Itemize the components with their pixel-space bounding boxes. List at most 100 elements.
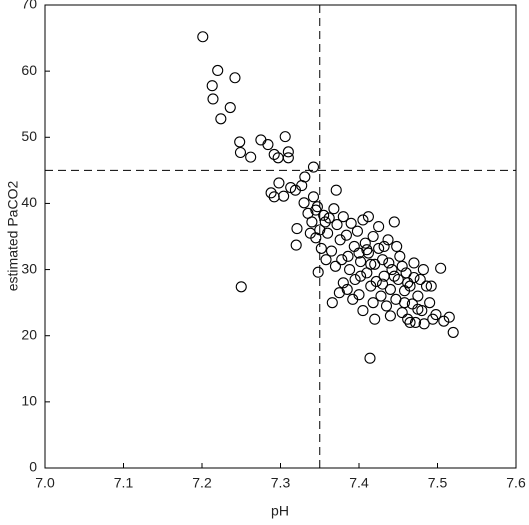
- data-point: [376, 278, 389, 290]
- data-point: [364, 352, 376, 364]
- data-point: [296, 180, 308, 192]
- data-point: [326, 297, 338, 309]
- data-point: [255, 134, 267, 146]
- data-point: [282, 152, 294, 164]
- data-point: [418, 318, 430, 330]
- data-point: [344, 264, 356, 276]
- data-point: [337, 211, 349, 223]
- data-point: [388, 270, 400, 282]
- data-point: [206, 80, 218, 92]
- data-point: [408, 271, 420, 284]
- data-point: [347, 293, 359, 305]
- data-point: [353, 247, 365, 259]
- data-point: [318, 209, 330, 221]
- data-point: [388, 216, 400, 228]
- y-tick-label: 40: [21, 194, 37, 210]
- data-point: [235, 281, 247, 293]
- data-point: [420, 280, 433, 292]
- x-tick-label: 7.5: [428, 475, 448, 491]
- data-point: [298, 197, 310, 209]
- data-point: [268, 148, 280, 161]
- data-point: [384, 310, 396, 322]
- x-tick-label: 7.2: [192, 475, 212, 491]
- data-point: [224, 101, 236, 114]
- data-point: [278, 190, 290, 202]
- data-point: [265, 187, 277, 199]
- data-point: [323, 212, 335, 224]
- data-point: [391, 240, 403, 252]
- data-point: [315, 242, 327, 254]
- data-point: [319, 216, 331, 228]
- data-point: [330, 184, 342, 196]
- x-tick-label: 7.6: [506, 475, 526, 491]
- data-point: [373, 221, 385, 233]
- data-point: [367, 230, 379, 243]
- x-tick-label: 7.3: [271, 475, 291, 491]
- data-point: [361, 244, 373, 256]
- data-point: [279, 131, 291, 143]
- data-point: [234, 146, 247, 159]
- data-point: [376, 254, 389, 266]
- data-point: [425, 280, 437, 292]
- data-point: [357, 305, 369, 317]
- data-point: [336, 254, 348, 266]
- y-tick-label: 10: [21, 393, 37, 409]
- data-point: [447, 326, 459, 338]
- y-tick-label: 70: [21, 0, 37, 12]
- x-tick-label: 7.1: [114, 475, 134, 491]
- data-point: [234, 136, 246, 148]
- data-point: [369, 313, 381, 325]
- data-point: [331, 219, 343, 231]
- data-point: [375, 290, 387, 302]
- data-point: [304, 227, 316, 239]
- plot-frame: [44, 4, 517, 469]
- y-tick-label: 30: [21, 260, 37, 276]
- data-point: [291, 223, 303, 235]
- data-point: [409, 316, 422, 329]
- data-point: [408, 257, 420, 269]
- data-point: [337, 277, 349, 289]
- data-point: [341, 283, 353, 295]
- data-point: [312, 266, 324, 278]
- data-point: [215, 113, 227, 125]
- data-point: [306, 216, 318, 228]
- data-point: [378, 240, 390, 252]
- y-tick-label: 60: [21, 62, 37, 78]
- data-point: [290, 239, 302, 251]
- data-point: [348, 240, 360, 252]
- data-point: [273, 177, 285, 189]
- data-point: [311, 201, 323, 213]
- data-point: [384, 283, 396, 295]
- data-point: [357, 214, 369, 226]
- data-point: [359, 237, 371, 249]
- data-point: [351, 225, 363, 237]
- data-point: [394, 250, 406, 262]
- data-point: [262, 139, 274, 151]
- data-point: [245, 151, 257, 163]
- data-point: [424, 297, 436, 309]
- data-point: [402, 313, 414, 325]
- data-point: [382, 234, 394, 246]
- data-point: [380, 300, 393, 312]
- data-point: [342, 250, 354, 262]
- data-point: [365, 258, 377, 270]
- data-point: [229, 72, 241, 84]
- data-point: [320, 254, 332, 266]
- data-point: [333, 287, 345, 299]
- data-point: [345, 217, 357, 229]
- data-point: [367, 297, 379, 309]
- data-point: [207, 93, 219, 105]
- data-point: [386, 264, 398, 276]
- data-point: [322, 227, 334, 239]
- data-point: [398, 297, 411, 309]
- data-point: [362, 211, 374, 223]
- data-point: [212, 64, 224, 77]
- y-tick-label: 0: [29, 459, 37, 475]
- data-point: [329, 260, 342, 272]
- data-point: [412, 290, 424, 302]
- y-tick-label: 20: [21, 326, 37, 342]
- data-point: [412, 303, 424, 315]
- data-point: [438, 315, 450, 327]
- data-point: [443, 311, 455, 323]
